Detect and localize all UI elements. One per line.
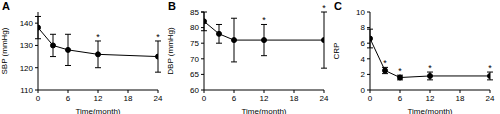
svg-text:24: 24 xyxy=(486,94,492,103)
svg-text:18: 18 xyxy=(124,94,133,103)
svg-text:75: 75 xyxy=(190,39,199,48)
html-text:B: B xyxy=(168,0,176,12)
svg-text:0: 0 xyxy=(361,86,366,95)
svg-text:80: 80 xyxy=(190,23,199,32)
svg-text:*: * xyxy=(488,63,492,73)
svg-text:*: * xyxy=(96,32,100,42)
svg-text:6: 6 xyxy=(66,94,71,103)
svg-text:110: 110 xyxy=(20,86,33,95)
html-text:C: C xyxy=(334,0,342,12)
svg-text:*: * xyxy=(398,66,402,76)
svg-text:8: 8 xyxy=(361,23,366,32)
svg-text:*: * xyxy=(322,3,326,13)
svg-text:0: 0 xyxy=(36,94,41,103)
svg-text:*: * xyxy=(262,15,266,25)
svg-text:6: 6 xyxy=(361,39,366,48)
svg-text:12: 12 xyxy=(426,94,435,103)
svg-text:6: 6 xyxy=(232,94,237,103)
svg-text:6: 6 xyxy=(398,94,403,103)
svg-text:0: 0 xyxy=(368,94,373,103)
svg-text:24: 24 xyxy=(320,94,329,103)
svg-text:65: 65 xyxy=(190,70,199,79)
svg-text:70: 70 xyxy=(190,55,199,64)
svg-text:CRP: CRP xyxy=(332,43,341,60)
svg-text:85: 85 xyxy=(190,8,199,17)
svg-text:130: 130 xyxy=(20,41,34,50)
svg-text:SBP (mmHg): SBP (mmHg) xyxy=(8,27,9,74)
html-text:A: A xyxy=(2,0,10,12)
svg-text:18: 18 xyxy=(456,94,465,103)
svg-text:Time(month): Time(month) xyxy=(407,107,452,114)
svg-text:*: * xyxy=(383,58,387,68)
svg-text:Time(month): Time(month) xyxy=(241,107,286,114)
svg-text:DBP (mmHg): DBP (mmHg) xyxy=(166,27,175,75)
svg-text:60: 60 xyxy=(190,86,199,95)
svg-text:*: * xyxy=(428,63,432,73)
svg-text:24: 24 xyxy=(154,94,163,103)
svg-text:140: 140 xyxy=(20,19,34,28)
svg-text:4: 4 xyxy=(361,55,366,64)
svg-text:0: 0 xyxy=(202,94,207,103)
svg-text:120: 120 xyxy=(20,64,34,73)
svg-text:Time(month): Time(month) xyxy=(75,107,120,114)
svg-text:10: 10 xyxy=(356,8,365,17)
svg-text:12: 12 xyxy=(260,94,269,103)
svg-text:*: * xyxy=(156,32,160,42)
svg-text:2: 2 xyxy=(361,70,366,79)
svg-text:12: 12 xyxy=(94,94,103,103)
svg-text:18: 18 xyxy=(290,94,299,103)
